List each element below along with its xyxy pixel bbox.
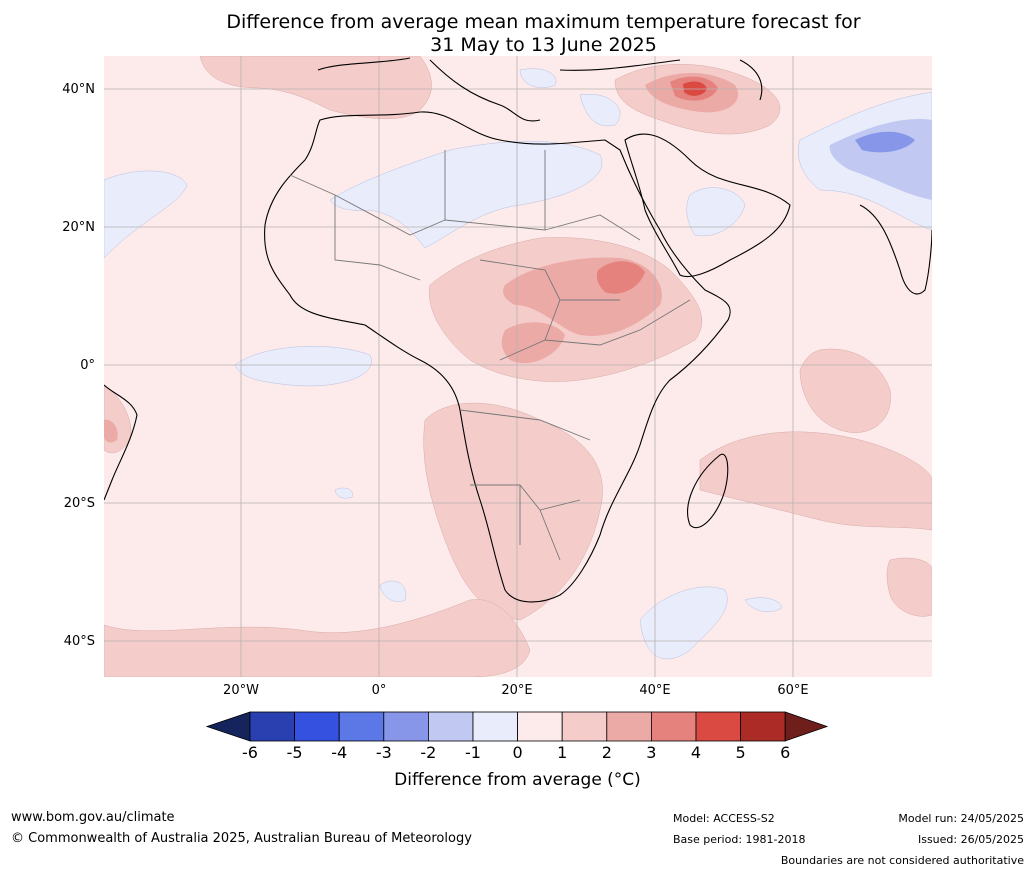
colorbar-tick-label: -6 xyxy=(242,743,258,762)
colorbar-tick-label: 5 xyxy=(735,743,746,762)
colorbar-box xyxy=(517,711,563,742)
lon-label-0: 0° xyxy=(371,683,387,698)
footer-base-period: Base period: 1981-2018 xyxy=(673,833,806,846)
warm-region-africa-central-4 xyxy=(596,261,645,294)
lat-label-20n: 20°N xyxy=(62,220,95,235)
colorbar-tick-label: 2 xyxy=(601,743,612,762)
footer-model: Model: ACCESS-S2 xyxy=(673,812,775,825)
colorbar-box xyxy=(651,711,697,742)
colorbar-tick-label: -3 xyxy=(375,743,392,762)
lon-label-20e: 20°E xyxy=(501,683,533,698)
colorbar-box xyxy=(695,711,741,742)
cool-region-sahara xyxy=(329,141,602,249)
lat-label-40s: 40°S xyxy=(63,634,95,649)
lon-label-60e: 60°E xyxy=(777,683,809,698)
cool-region-south-atlantic xyxy=(334,487,407,602)
colorbar-tick-label: 3 xyxy=(646,743,657,762)
colorbar-title: Difference from average (°C) xyxy=(394,770,641,790)
footer-copyright: © Commonwealth of Australia 2025, Austra… xyxy=(11,831,472,846)
africa-coastline xyxy=(264,111,731,603)
colorbar-box xyxy=(383,711,429,742)
footer-url: www.bom.gov.au/climate xyxy=(11,810,175,825)
colorbar-tick-label: -1 xyxy=(465,743,481,762)
colorbar-box xyxy=(294,711,340,742)
madagascar-coastline xyxy=(687,453,729,529)
cool-region-equatorial-atlantic xyxy=(234,346,372,387)
colorbar-box xyxy=(561,711,608,742)
colorbar-arrow-low xyxy=(205,711,251,742)
footer-issued: Issued: 26/05/2025 xyxy=(917,833,1024,846)
colorbar-arrow-high xyxy=(784,711,829,742)
warm-region-africa-central-3 xyxy=(501,322,565,364)
country-borders xyxy=(289,150,691,561)
colorbar-box xyxy=(427,711,474,742)
footer-disclaimer: Boundaries are not considered authoritat… xyxy=(780,854,1024,867)
map-title-line2: 31 May to 13 June 2025 xyxy=(430,34,657,56)
arabia-coastline xyxy=(624,133,791,278)
warm-region-south xyxy=(104,599,531,677)
lat-label-0: 0° xyxy=(80,358,95,373)
lat-label-40n: 40°N xyxy=(62,82,95,97)
colorbar-box xyxy=(249,711,295,742)
colorbar-box xyxy=(472,711,518,742)
colorbar-tick-label: -2 xyxy=(420,743,437,762)
lat-label-20s: 20°S xyxy=(63,496,95,511)
gridlines xyxy=(104,56,932,677)
warm-region-southeast xyxy=(886,557,932,617)
colorbar-tick-label: 4 xyxy=(690,743,702,762)
south-america-coastline xyxy=(104,384,138,501)
colorbar-tick-label: 1 xyxy=(557,743,568,762)
cool-region-asia-3 xyxy=(855,131,915,153)
lon-label-40e: 40°E xyxy=(639,683,671,698)
colorbar-box xyxy=(740,711,786,742)
europe-coastline xyxy=(317,57,763,122)
warm-region-west-edge-2 xyxy=(104,419,118,443)
footer-model-run: Model run: 24/05/2025 xyxy=(898,812,1024,825)
cool-region-atlantic-north xyxy=(104,170,188,259)
colorbar-tick-label: 0 xyxy=(512,743,523,762)
coastlines xyxy=(104,57,932,603)
colorbar-box xyxy=(338,711,385,742)
colorbar-tick-label: -4 xyxy=(331,743,348,762)
lon-label-20w: 20°W xyxy=(223,683,259,698)
colorbar-box xyxy=(606,711,652,742)
warm-region-europe xyxy=(199,56,432,120)
colorbar-tick-label: 6 xyxy=(780,743,791,762)
india-coastline xyxy=(859,204,932,295)
colorbar-tick-label: -5 xyxy=(286,743,303,762)
map-title-line1: Difference from average mean maximum tem… xyxy=(226,11,861,33)
cool-region-mediterranean xyxy=(519,68,621,127)
